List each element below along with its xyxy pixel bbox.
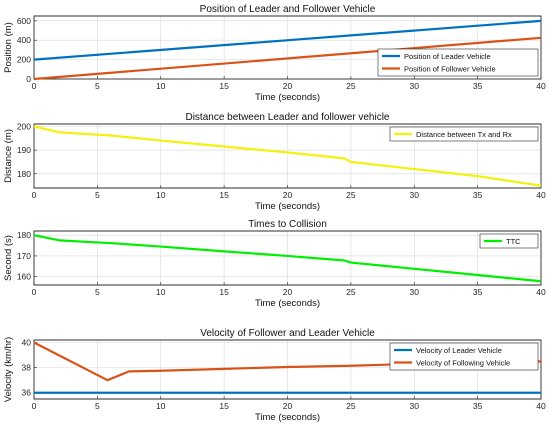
axis-box <box>33 339 542 400</box>
legend-label: Position of Follower Vehicle <box>404 64 496 73</box>
legend-label: Position of Leader Vehicle <box>404 52 491 61</box>
legend-label: Velocity of Leader Vehicle <box>416 346 502 355</box>
y-tick-label: 38 <box>22 363 32 373</box>
x-tick-label: 0 <box>32 287 37 297</box>
axis-box <box>33 123 542 189</box>
x-tick-label: 35 <box>473 81 483 91</box>
y-tick-label: 40 <box>22 338 32 348</box>
y-tick-label: 190 <box>17 145 31 155</box>
x-tick-label: 15 <box>219 81 229 91</box>
x-tick-label: 40 <box>536 287 546 297</box>
x-tick-label: 35 <box>473 190 483 200</box>
legend: TTC <box>479 233 539 249</box>
x-tick-label: 35 <box>473 287 483 297</box>
x-tick-label: 5 <box>95 287 100 297</box>
legend-label: TTC <box>506 237 521 246</box>
axis-box <box>33 15 542 80</box>
legend-box <box>377 48 539 77</box>
x-tick-label: 0 <box>32 81 37 91</box>
x-tick-label: 25 <box>346 401 356 411</box>
x-tick-label: 10 <box>156 401 166 411</box>
x-axis-label: Time (seconds) <box>255 298 320 309</box>
x-axis-label: Time (seconds) <box>255 92 320 103</box>
x-tick-label: 5 <box>95 81 100 91</box>
legend-label: Velocity of Following Vehicle <box>416 358 510 367</box>
chart-title: Times to Collision <box>248 219 327 230</box>
x-tick-label: 40 <box>536 81 546 91</box>
x-tick-label: 40 <box>536 401 546 411</box>
subplot-4: 0 5 10 15 20 25 30 35 40 36 38 40 Velocity of Follow… <box>3 328 546 423</box>
x-tick-label: 30 <box>410 401 420 411</box>
legend-box <box>389 126 539 142</box>
x-tick-label: 15 <box>219 190 229 200</box>
subplot-2: 0 5 10 15 20 25 30 35 40 180 190 200 Distance betwee… <box>3 112 546 212</box>
x-tick-label: 0 <box>32 401 37 411</box>
y-tick-label: 180 <box>17 169 31 179</box>
axis-box <box>33 230 542 286</box>
x-tick-label: 25 <box>346 81 356 91</box>
chart-title: Position of Leader and Follower Vehicle <box>200 4 376 15</box>
series-line-1 <box>33 125 542 187</box>
x-tick-label: 5 <box>95 401 100 411</box>
x-tick-label: 20 <box>283 81 293 91</box>
x-tick-label: 10 <box>156 287 166 297</box>
series-line-2 <box>33 36 542 81</box>
legend: Position of Leader Vehicle Position of Fo… <box>377 48 539 77</box>
x-tick-label: 20 <box>283 190 293 200</box>
y-tick-label: 400 <box>17 35 31 45</box>
x-tick-label: 10 <box>156 81 166 91</box>
x-tick-label: 30 <box>410 81 420 91</box>
x-tick-label: 0 <box>32 190 37 200</box>
y-tick-label: 170 <box>17 251 31 261</box>
y-axis-label: Position (m) <box>3 22 14 73</box>
x-tick-label: 30 <box>410 287 420 297</box>
legend-box <box>479 233 539 249</box>
y-tick-label: 36 <box>22 388 32 398</box>
y-tick-label: 200 <box>17 55 31 65</box>
x-tick-label: 25 <box>346 287 356 297</box>
y-tick-label: 200 <box>17 121 31 131</box>
y-tick-label: 160 <box>17 272 31 282</box>
legend-box <box>389 342 539 371</box>
legend-label: Distance between Tx and Rx <box>416 130 512 139</box>
y-axis-label: Second (s) <box>3 235 14 281</box>
x-tick-label: 30 <box>410 190 420 200</box>
x-tick-label: 25 <box>346 190 356 200</box>
x-tick-label: 5 <box>95 190 100 200</box>
series-line-1 <box>33 19 542 61</box>
y-tick-label: 0 <box>26 74 31 84</box>
y-tick-label: 600 <box>17 16 31 26</box>
series-line-1 <box>33 234 542 283</box>
chart-title: Distance between Leader and follower veh… <box>185 112 389 123</box>
x-axis-label: Time (seconds) <box>255 201 320 212</box>
x-tick-label: 40 <box>536 190 546 200</box>
y-tick-label: 180 <box>17 230 31 240</box>
x-tick-label: 10 <box>156 190 166 200</box>
legend: Velocity of Leader Vehicle Velocity of Fo… <box>389 342 539 371</box>
legend: Distance between Tx and Rx <box>389 126 539 142</box>
x-tick-label: 15 <box>219 287 229 297</box>
subplot-3: 0 5 10 15 20 25 30 35 40 160 170 180 Times to Collis… <box>3 219 546 309</box>
x-tick-label: 15 <box>219 401 229 411</box>
y-axis-label: Velocity (km/hr) <box>3 337 14 402</box>
x-tick-label: 35 <box>473 401 483 411</box>
chart-title: Velocity of Follower and Leader Vehicle <box>200 328 375 339</box>
x-tick-label: 20 <box>283 401 293 411</box>
x-axis-label: Time (seconds) <box>255 412 320 423</box>
y-axis-label: Distance (m) <box>3 129 14 183</box>
x-tick-label: 20 <box>283 287 293 297</box>
